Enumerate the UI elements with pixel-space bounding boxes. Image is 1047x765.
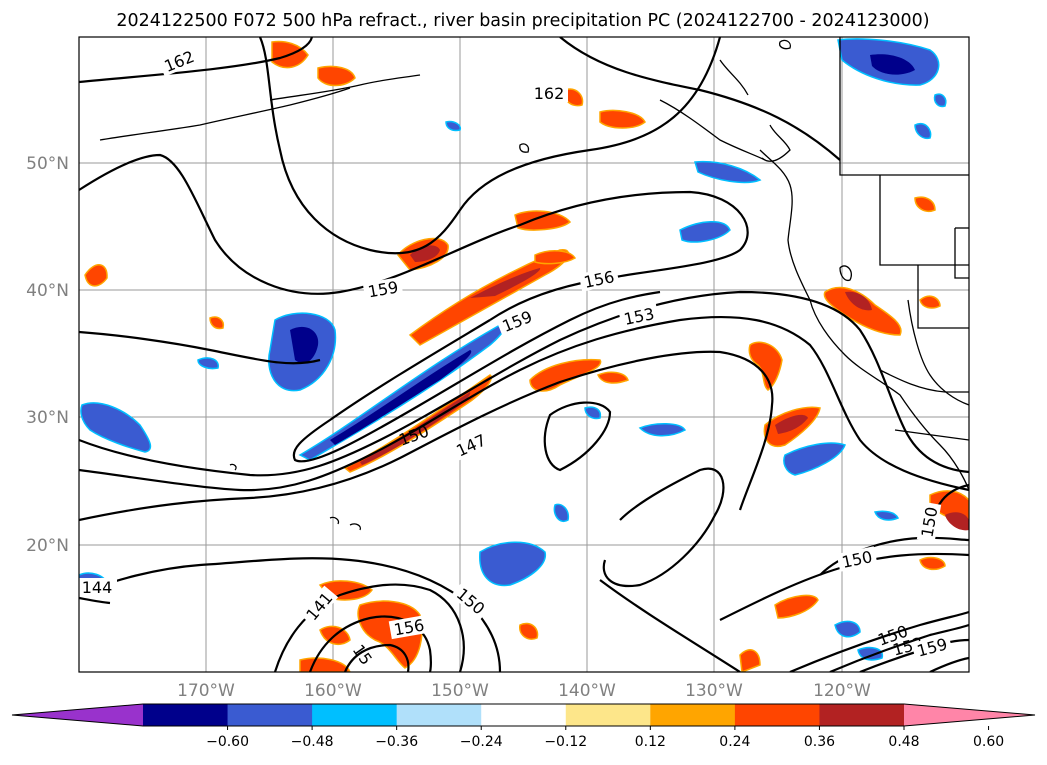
lon-label: 150°W bbox=[431, 681, 489, 701]
figure-title: 2024122500 F072 500 hPa refract., river … bbox=[116, 11, 929, 31]
colorbar-box bbox=[143, 704, 229, 726]
colorbar-tick-label: −0.36 bbox=[375, 734, 418, 750]
map-frame bbox=[78, 36, 970, 673]
colorbar-box bbox=[227, 704, 313, 726]
precipitation-shading bbox=[79, 38, 969, 672]
colorbar-tick-label: 0.48 bbox=[888, 734, 919, 750]
colorbar-tick-label: −0.60 bbox=[206, 734, 249, 750]
latitude-labels: 50°N 40°N 30°N 20°N bbox=[26, 154, 69, 556]
lon-label: 130°W bbox=[685, 681, 743, 701]
colorbar-box bbox=[819, 704, 905, 726]
colorbar-tick-label: 0.60 bbox=[973, 734, 1004, 750]
colorbar-extend-low bbox=[12, 704, 143, 726]
colorbar: −0.60 −0.48 −0.36 −0.24 −0.12 0.12 0.24 0.36 0.4… bbox=[11, 703, 1036, 750]
colorbar-box bbox=[734, 704, 820, 726]
lat-label: 50°N bbox=[26, 154, 69, 174]
lon-label: 120°W bbox=[813, 681, 871, 701]
colorbar-box bbox=[312, 704, 398, 726]
colorbar-box bbox=[481, 704, 567, 726]
contour-label: 162 bbox=[534, 84, 565, 103]
longitude-labels: 170°W 160°W 150°W 140°W 130°W 120°W bbox=[177, 681, 871, 701]
colorbar-tick-label: 0.36 bbox=[804, 734, 835, 750]
colorbar-box bbox=[650, 704, 736, 726]
colorbar-box bbox=[396, 704, 482, 726]
colorbar-tick-label: 0.12 bbox=[635, 734, 666, 750]
contour-labels: 162 162 159 156 159 153 150 147 144 141 … bbox=[79, 45, 953, 669]
lat-label: 40°N bbox=[26, 281, 69, 301]
contour-label: 144 bbox=[82, 578, 113, 597]
lon-label: 170°W bbox=[177, 681, 235, 701]
colorbar-tick-label: −0.24 bbox=[460, 734, 503, 750]
colorbar-tick-label: −0.12 bbox=[544, 734, 587, 750]
coastlines bbox=[99, 37, 969, 531]
lat-label: 20°N bbox=[26, 536, 69, 556]
colorbar-box bbox=[565, 704, 651, 726]
colorbar-tick-label: 0.24 bbox=[719, 734, 750, 750]
refractivity-contours bbox=[79, 37, 969, 672]
colorbar-tick-label: −0.48 bbox=[291, 734, 334, 750]
lon-label: 140°W bbox=[558, 681, 616, 701]
colorbar-extend-high bbox=[904, 704, 1035, 726]
lat-label: 30°N bbox=[26, 408, 69, 428]
colorbar-outline bbox=[11, 703, 1036, 727]
lon-label: 160°W bbox=[304, 681, 362, 701]
